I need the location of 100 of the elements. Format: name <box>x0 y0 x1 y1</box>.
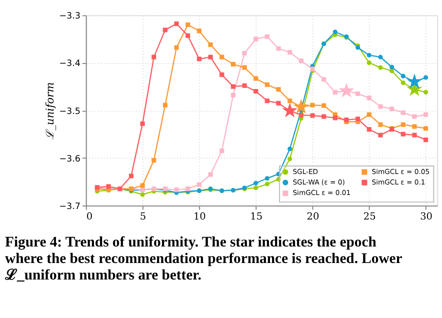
point <box>264 176 270 181</box>
point <box>366 112 372 117</box>
point <box>288 156 292 162</box>
point <box>242 50 247 56</box>
point <box>378 54 383 60</box>
point <box>242 83 247 88</box>
point <box>322 103 326 108</box>
point <box>264 34 270 39</box>
y-axis-title: ℒ_uniform <box>43 82 56 140</box>
point <box>424 90 428 95</box>
point <box>174 187 179 192</box>
x-tick-label: 15 <box>250 212 263 223</box>
y-tick-label: −3.4 <box>59 59 81 70</box>
point <box>356 116 360 122</box>
x-tick-label: 20 <box>306 212 320 223</box>
point <box>400 132 406 136</box>
point <box>406 74 422 88</box>
point <box>332 90 338 95</box>
point <box>332 116 338 120</box>
point <box>366 60 372 66</box>
point <box>322 114 326 119</box>
point <box>242 65 247 70</box>
point <box>254 36 258 42</box>
point <box>424 126 428 131</box>
x-tick-label: 10 <box>193 212 206 223</box>
point <box>254 89 258 94</box>
point <box>264 82 270 87</box>
point <box>276 87 281 92</box>
point <box>140 183 145 188</box>
point <box>310 113 315 118</box>
x-tick-label: 5 <box>140 212 146 223</box>
point <box>264 182 270 186</box>
point <box>220 148 224 154</box>
point <box>230 92 236 98</box>
point <box>424 112 428 117</box>
point <box>174 45 179 50</box>
point <box>140 192 145 197</box>
point <box>390 106 394 112</box>
point <box>254 76 258 81</box>
x-tick-label: 25 <box>363 212 376 223</box>
point <box>400 80 406 86</box>
point <box>390 68 394 74</box>
point <box>162 102 168 108</box>
point <box>366 96 372 100</box>
point <box>264 98 270 104</box>
point <box>412 124 417 129</box>
point <box>356 91 360 96</box>
y-tick-label: −3.7 <box>59 202 80 212</box>
point <box>186 33 190 38</box>
point <box>424 138 428 142</box>
point <box>400 122 406 127</box>
point <box>276 177 281 182</box>
point <box>276 46 281 51</box>
point <box>208 42 213 47</box>
point <box>220 72 224 77</box>
point <box>208 172 213 177</box>
point <box>378 132 383 138</box>
point <box>254 186 258 190</box>
point <box>230 84 236 89</box>
point <box>424 75 428 80</box>
y-tick-label: −3.3 <box>59 12 80 22</box>
caption: Figure 4: Trends of uniformity. The star indicates the epoch where the best recommendation performance is reached. Lower ℒ_uniform numbers are better. <box>4 234 403 284</box>
point <box>366 52 372 58</box>
point <box>338 82 354 98</box>
point <box>186 22 190 28</box>
point <box>310 102 315 108</box>
point <box>140 121 145 126</box>
point <box>174 21 179 26</box>
point <box>288 50 292 55</box>
point <box>298 58 304 64</box>
y-tick-label: −3.6 <box>59 154 81 164</box>
point <box>378 104 383 109</box>
point <box>220 54 224 60</box>
point <box>254 180 258 186</box>
point <box>276 172 281 176</box>
point <box>390 64 394 70</box>
point <box>152 158 156 163</box>
point <box>276 100 281 106</box>
point <box>282 102 298 118</box>
point <box>196 56 202 62</box>
point <box>366 127 372 132</box>
y-tick-label: −3.5 <box>59 106 80 117</box>
x-tick-label: 30 <box>420 212 432 223</box>
point <box>400 110 406 116</box>
point <box>162 28 168 32</box>
point <box>400 74 406 78</box>
point <box>128 174 134 178</box>
point <box>208 54 213 60</box>
point <box>293 98 309 114</box>
point <box>322 77 326 82</box>
point <box>298 112 304 118</box>
point <box>230 62 236 66</box>
point <box>378 65 383 70</box>
point <box>152 54 156 60</box>
point <box>196 182 202 187</box>
point <box>378 122 383 127</box>
point <box>412 132 417 138</box>
point <box>196 28 202 34</box>
x-tick-label: 0 <box>86 212 93 223</box>
point <box>412 114 417 119</box>
